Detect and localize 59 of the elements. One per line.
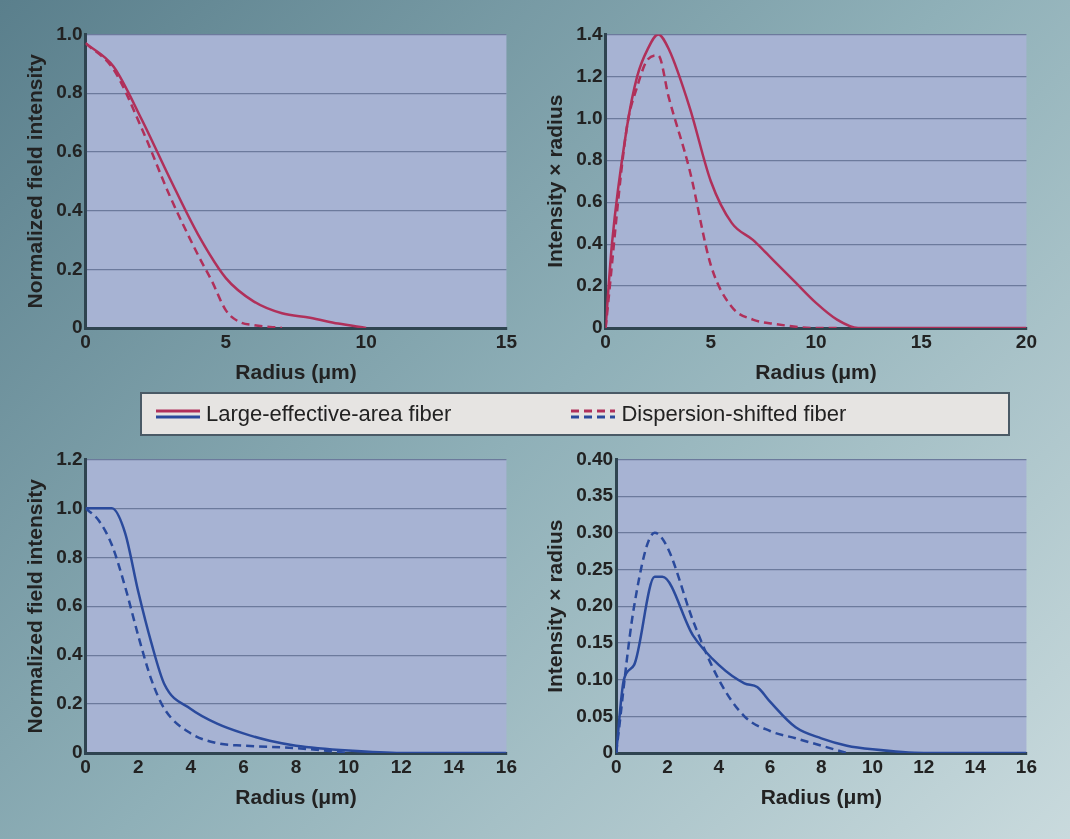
- y-tick-label: 0.2: [576, 274, 603, 296]
- x-tick-label: 8: [290, 755, 302, 777]
- x-tick-label: 8: [816, 755, 827, 777]
- y-tick-label: 0.8: [576, 148, 603, 170]
- legend-label: Large-effective-area fiber: [206, 401, 452, 427]
- x-tick-label: 16: [1015, 755, 1037, 777]
- x-tick-label: 12: [913, 755, 935, 777]
- y-tick-label: 1.0: [56, 22, 83, 44]
- y-tick-label: 0.4: [56, 198, 84, 220]
- y-axis-title: Intensity × radius: [543, 519, 567, 693]
- y-tick-label: 0.30: [576, 521, 614, 543]
- x-tick-label: 10: [862, 755, 884, 777]
- y-tick-label: 0.6: [56, 594, 83, 616]
- y-tick-label: 0.8: [56, 81, 83, 103]
- x-tick-label: 10: [355, 330, 377, 352]
- y-axis-title: Normalized field intensity: [23, 53, 47, 309]
- y-axis-title: Intensity × radius: [543, 94, 567, 268]
- x-axis-title: Radius (μm): [760, 785, 882, 809]
- x-tick-label: 12: [390, 755, 412, 777]
- y-tick-label: 0.40: [576, 447, 614, 469]
- x-tick-label: 5: [705, 330, 717, 352]
- x-tick-label: 10: [805, 330, 827, 352]
- x-tick-label: 15: [495, 330, 518, 352]
- x-tick-label: 6: [764, 755, 776, 777]
- x-tick-label: 14: [964, 755, 987, 777]
- x-axis-title: Radius (μm): [235, 785, 357, 809]
- y-tick-label: 0.20: [576, 594, 614, 616]
- y-tick-label: 0.25: [576, 557, 614, 579]
- y-axis-title: Normalized field intensity: [23, 478, 47, 734]
- y-tick-label: 0.8: [56, 545, 83, 567]
- x-tick-label: 15: [910, 330, 933, 352]
- x-tick-label: 4: [185, 755, 197, 777]
- y-tick-label: 1.4: [576, 22, 604, 44]
- y-tick-label: 0.4: [56, 643, 84, 665]
- x-tick-label: 10: [338, 755, 360, 777]
- x-axis-title: Radius (μm): [235, 360, 357, 384]
- y-tick-label: 0.6: [56, 140, 83, 162]
- y-tick-label: 1.2: [576, 64, 603, 86]
- y-tick-label: 1.2: [56, 447, 83, 469]
- y-tick-label: 1.0: [56, 496, 83, 518]
- y-tick-label: 0.35: [576, 484, 614, 506]
- x-tick-label: 5: [220, 330, 232, 352]
- x-axis-title: Radius (μm): [755, 360, 877, 384]
- y-tick-label: 1.0: [576, 106, 603, 128]
- y-tick-label: 0.15: [576, 631, 614, 653]
- y-tick-label: 0.2: [56, 692, 83, 714]
- y-tick-label: 0.6: [576, 190, 603, 212]
- x-tick-label: 2: [662, 755, 673, 777]
- x-tick-label: 6: [238, 755, 249, 777]
- x-tick-label: 4: [713, 755, 725, 777]
- x-tick-label: 16: [495, 755, 517, 777]
- x-tick-label: 2: [132, 755, 144, 777]
- y-tick-label: 0.05: [576, 704, 614, 726]
- legend-label: Dispersion-shifted fiber: [621, 401, 847, 427]
- x-tick-label: 14: [443, 755, 465, 777]
- y-tick-label: 0.10: [576, 667, 614, 689]
- x-tick-label: 20: [1015, 330, 1037, 352]
- y-tick-label: 0.2: [56, 257, 83, 279]
- y-tick-label: 0.4: [576, 232, 604, 254]
